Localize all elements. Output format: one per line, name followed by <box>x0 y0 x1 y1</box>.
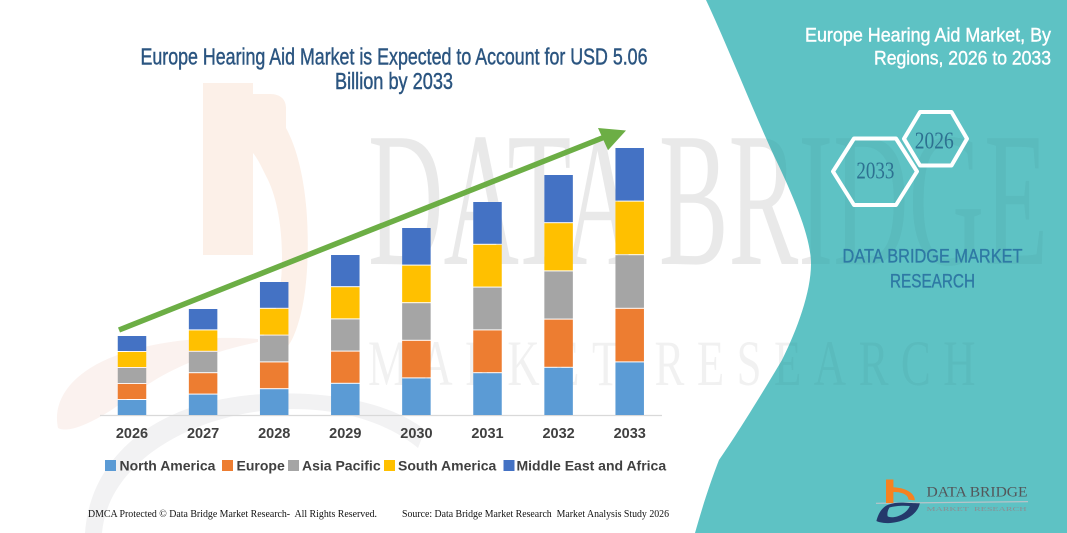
svg-text:DMCA Protected © Data Bridge M: DMCA Protected © Data Bridge Market Rese… <box>88 509 377 520</box>
svg-text:South America: South America <box>398 458 496 474</box>
svg-text:North America: North America <box>120 458 216 474</box>
svg-text:DATA BRIDGE: DATA BRIDGE <box>927 485 1028 501</box>
svg-text:2026: 2026 <box>915 129 954 155</box>
svg-text:Europe Hearing Aid Market, By: Europe Hearing Aid Market, By <box>805 24 1051 46</box>
svg-text:Europe: Europe <box>237 458 285 474</box>
svg-text:RESEARCH: RESEARCH <box>890 272 975 293</box>
svg-text:2026: 2026 <box>116 426 148 442</box>
svg-text:2033: 2033 <box>856 159 894 185</box>
svg-text:2027: 2027 <box>187 426 219 442</box>
svg-text:Source: Data Bridge Market Res: Source: Data Bridge Market Research Mark… <box>402 509 669 520</box>
svg-text:Asia Pacific: Asia Pacific <box>302 458 381 474</box>
svg-text:2032: 2032 <box>542 426 574 442</box>
svg-text:2033: 2033 <box>614 426 646 442</box>
svg-text:DATA BRIDGE MARKET: DATA BRIDGE MARKET <box>843 247 1023 268</box>
svg-text:2031: 2031 <box>471 426 503 442</box>
svg-text:Regions, 2026 to 2033: Regions, 2026 to 2033 <box>874 48 1051 70</box>
svg-text:Middle East and Africa: Middle East and Africa <box>517 458 667 474</box>
svg-text:Billion by 2033: Billion by 2033 <box>335 68 453 94</box>
svg-text:2029: 2029 <box>329 426 361 442</box>
svg-text:Europe Hearing Aid Market is E: Europe Hearing Aid Market is Expected to… <box>141 43 648 69</box>
svg-text:2030: 2030 <box>400 426 432 442</box>
svg-text:2028: 2028 <box>258 426 290 442</box>
svg-text:MARKET RESEARCH: MARKET RESEARCH <box>927 506 1027 513</box>
